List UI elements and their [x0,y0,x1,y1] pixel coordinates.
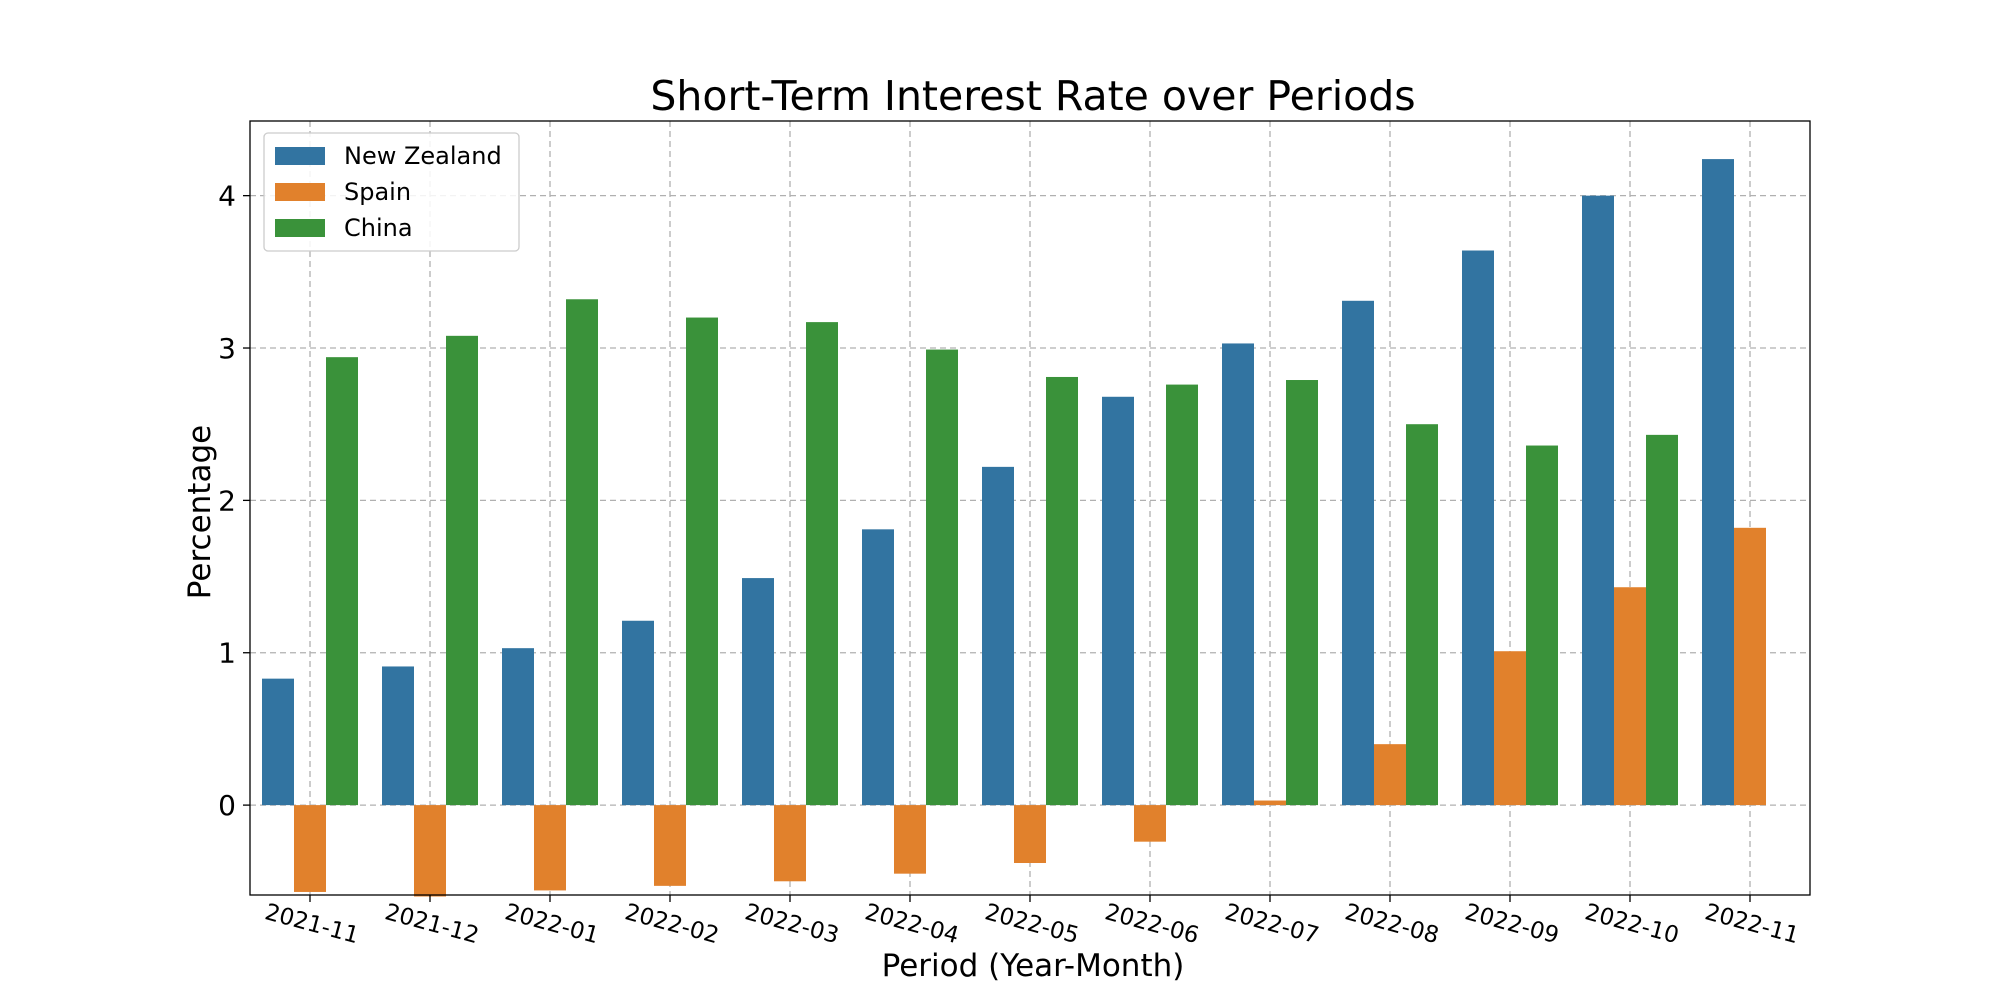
legend-label: Spain [344,178,411,206]
bar-spain [1494,651,1526,806]
y-tick-label: 1 [218,637,236,670]
y-tick-label: 0 [218,789,236,822]
legend: New Zealand Spain China [263,132,520,252]
bar-spain [1134,805,1166,842]
bar-china [926,349,958,806]
bar-spain [1014,805,1046,864]
bar-spain [1614,587,1646,806]
y-tick-label: 3 [218,332,236,365]
bar-china [806,322,838,806]
bar-new-zealand [1582,195,1614,806]
bar-new-zealand [382,666,414,806]
bar-spain [894,805,926,874]
legend-swatch [275,219,325,237]
bar-new-zealand [502,648,534,806]
bar-spain [414,805,446,897]
bar-china [566,299,598,806]
bar-new-zealand [622,620,654,806]
bar-china [1526,445,1558,806]
legend-label: China [344,214,413,242]
bar-new-zealand [1222,343,1254,806]
y-tick-label: 4 [218,180,236,213]
bar-spain [1734,527,1766,806]
bar-china [1286,380,1318,806]
bar-spain [654,805,686,886]
y-tick-label: 2 [218,484,236,517]
bar-spain [534,805,566,891]
bar-china [1046,376,1078,806]
bar-spain [294,805,326,892]
legend-swatch [275,147,325,165]
x-axis-label: Period (Year-Month) [882,948,1185,984]
bar-spain [1254,800,1286,806]
bar-china [686,317,718,806]
bar-new-zealand [862,529,894,806]
bar-spain [774,805,806,882]
chart-title: Short-Term Interest Rate over Periods [650,72,1415,120]
bar-china [1166,384,1198,806]
bar-china [446,335,478,806]
bar-china [1646,434,1678,806]
y-axis-label: Percentage [182,425,218,599]
bar-new-zealand [1102,396,1134,806]
bar-new-zealand [1342,300,1374,806]
legend-label: New Zealand [344,142,502,170]
bars [262,159,1766,897]
bar-new-zealand [1462,250,1494,806]
legend-box [263,132,520,252]
bar-new-zealand [742,578,774,806]
bar-china [1406,424,1438,806]
bar-china [326,357,358,806]
bar-new-zealand [982,466,1014,806]
legend-swatch [275,183,325,201]
bar-new-zealand [1702,159,1734,806]
bar-new-zealand [262,678,294,806]
bar-spain [1374,744,1406,806]
